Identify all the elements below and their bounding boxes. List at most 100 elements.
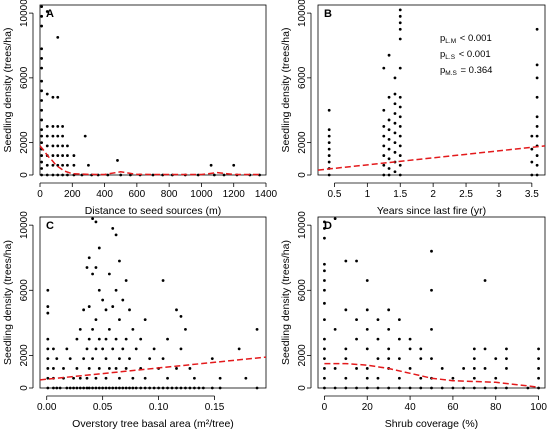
data-point	[72, 376, 75, 380]
data-point	[212, 173, 216, 177]
data-point	[398, 8, 402, 12]
trend-line	[317, 145, 546, 171]
x-tick-label: 0	[37, 189, 43, 200]
data-point	[106, 173, 110, 177]
data-point	[45, 92, 49, 96]
data-point	[114, 288, 118, 292]
data-point	[483, 347, 487, 351]
data-point	[535, 95, 539, 99]
data-point	[222, 173, 226, 177]
y-tick-label: 6000	[297, 279, 308, 302]
data-point	[376, 337, 380, 341]
data-point	[78, 386, 82, 390]
data-point	[65, 386, 69, 390]
data-point	[387, 157, 391, 161]
data-point	[323, 337, 326, 341]
data-point	[175, 367, 178, 370]
panel-label: C	[46, 220, 54, 232]
data-point	[75, 367, 79, 370]
x-axis-title: Shrub coverage (%)	[385, 418, 478, 430]
data-point	[51, 163, 55, 167]
data-point	[472, 347, 476, 351]
y-tick-label: 6000	[19, 66, 30, 89]
data-point	[66, 173, 69, 177]
data-point	[94, 376, 98, 380]
data-point	[40, 134, 44, 138]
data-point	[124, 279, 128, 282]
data-point	[121, 347, 125, 351]
data-point	[128, 308, 131, 312]
data-point	[51, 144, 55, 148]
data-point	[46, 376, 50, 380]
x-tick-label: 2.5	[459, 189, 473, 200]
trend-line	[39, 356, 267, 381]
data-point	[382, 108, 386, 112]
data-point	[344, 259, 348, 263]
data-point	[85, 266, 89, 269]
data-point	[94, 318, 98, 321]
data-point	[72, 154, 76, 157]
data-point	[398, 14, 402, 18]
data-point	[344, 386, 348, 390]
data-point	[139, 337, 143, 341]
data-point	[419, 386, 423, 390]
data-point	[134, 386, 138, 390]
data-point	[104, 376, 108, 380]
data-point	[51, 95, 55, 99]
x-tick-label: 3	[496, 189, 502, 200]
data-point	[40, 57, 44, 60]
data-point	[118, 259, 121, 263]
data-point	[376, 376, 380, 380]
data-point	[397, 337, 401, 341]
data-point	[537, 367, 540, 370]
x-tick-label: 800	[161, 189, 178, 200]
data-point	[387, 95, 391, 99]
plot-frame	[39, 216, 267, 389]
data-point	[323, 347, 326, 351]
data-point	[94, 347, 98, 351]
data-point	[87, 163, 90, 167]
data-point	[175, 308, 178, 312]
data-point	[387, 347, 391, 351]
data-point	[97, 246, 101, 250]
x-tick-label: 80	[490, 402, 502, 413]
data-point	[408, 337, 412, 341]
data-point	[419, 357, 423, 361]
data-point	[494, 386, 498, 390]
data-point	[382, 66, 386, 70]
data-point	[323, 288, 326, 292]
data-point	[46, 337, 50, 341]
data-point	[192, 386, 196, 390]
data-point	[535, 76, 539, 80]
data-point	[472, 386, 476, 390]
data-point	[419, 376, 423, 380]
y-tick-label: 0	[297, 385, 308, 391]
data-point	[75, 386, 79, 390]
data-point	[355, 337, 358, 341]
data-point	[483, 279, 487, 282]
data-point	[82, 357, 86, 361]
data-point	[209, 163, 213, 167]
data-point	[365, 376, 369, 380]
panel-d: D 0 20 40 60 80 100 0 2000 6000 10000 Shrub coverag…	[280, 211, 547, 430]
x-tick-label: 1	[365, 189, 371, 200]
data-point	[179, 386, 183, 390]
data-point	[114, 233, 118, 237]
data-point	[40, 5, 44, 9]
y-tick-label: 10000	[297, 211, 308, 239]
data-point	[440, 386, 444, 390]
data-point	[85, 376, 89, 380]
data-point	[61, 125, 64, 128]
x-tick-label: 2	[430, 189, 436, 200]
data-point	[184, 386, 187, 390]
data-point	[323, 357, 326, 361]
data-point	[83, 134, 87, 138]
data-point	[97, 288, 101, 292]
data-point	[333, 327, 337, 331]
panel-b: B 0.5 1 1.5 2 2.5 3 3.5 0 2000 6000 10000 Years sinc…	[280, 0, 546, 217]
data-point	[66, 154, 69, 157]
data-point	[78, 376, 82, 380]
data-point	[430, 386, 433, 390]
data-point	[56, 173, 60, 177]
